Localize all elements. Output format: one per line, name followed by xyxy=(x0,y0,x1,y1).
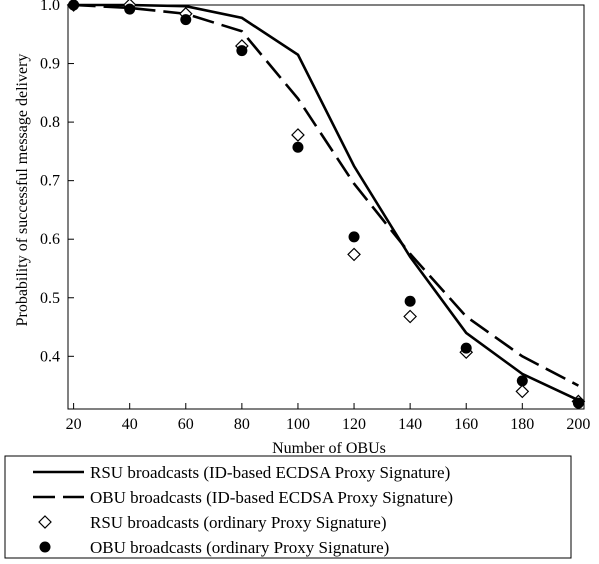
y-axis-label: Probability of successful message delive… xyxy=(14,54,31,327)
y-tick-label: 0.5 xyxy=(40,290,60,307)
circle-point xyxy=(292,141,304,153)
y-tick-label: 0.8 xyxy=(40,114,60,131)
x-tick-label: 20 xyxy=(66,416,82,433)
x-axis-ticks: 20 40 60 80 100 120 140 160 180 200 xyxy=(66,403,590,433)
diamond-point xyxy=(403,309,417,324)
legend-label: OBU broadcasts (ID-based ECDSA Proxy Sig… xyxy=(90,488,453,507)
x-tick-label: 40 xyxy=(122,416,138,433)
y-tick-label: 1.0 xyxy=(40,0,60,14)
legend-item: OBU broadcasts (ordinary Proxy Signature… xyxy=(39,538,389,557)
x-tick-label: 140 xyxy=(398,416,422,433)
x-tick-label: 80 xyxy=(234,416,250,433)
legend: RSU broadcasts (ID-based ECDSA Proxy Sig… xyxy=(33,463,453,557)
circle-point xyxy=(236,45,248,57)
series-layer xyxy=(66,0,586,409)
dashed-series-line xyxy=(73,3,580,387)
y-tick-label: 0.7 xyxy=(40,173,60,190)
y-tick-label: 0.9 xyxy=(40,56,60,73)
diamond-point xyxy=(515,384,530,399)
circle-point xyxy=(404,295,416,307)
solid-series-line xyxy=(73,3,579,402)
x-tick-label: 100 xyxy=(286,416,310,433)
circle-point xyxy=(124,3,136,15)
circle-point xyxy=(460,342,472,354)
legend-item: RSU broadcasts (ordinary Proxy Signature… xyxy=(38,513,387,532)
x-tick-label: 120 xyxy=(342,416,366,433)
circle-point xyxy=(572,397,584,409)
diamond-point xyxy=(291,128,305,142)
legend-label: RSU broadcasts (ordinary Proxy Signature… xyxy=(90,513,387,532)
series-4 xyxy=(68,0,584,409)
x-tick-label: 160 xyxy=(454,416,478,433)
y-tick-label: 0.6 xyxy=(40,231,60,248)
legend-item: OBU broadcasts (ID-based ECDSA Proxy Sig… xyxy=(33,488,453,507)
x-tick-label: 180 xyxy=(510,416,534,433)
circle-point xyxy=(68,0,80,11)
y-axis-ticks: 0.4 0.5 0.6 0.7 0.8 0.9 1.0 xyxy=(40,0,74,365)
legend-item: RSU broadcasts (ID-based ECDSA Proxy Sig… xyxy=(33,463,450,482)
x-axis-label: Number of OBUs xyxy=(272,440,386,457)
legend-label: OBU broadcasts (ordinary Proxy Signature… xyxy=(90,538,389,557)
circle-point xyxy=(516,375,528,387)
circle-point xyxy=(348,231,360,243)
y-tick-label: 0.4 xyxy=(40,348,60,365)
plot-area-frame xyxy=(67,4,585,410)
legend-circle-marker xyxy=(39,541,51,553)
series-1 xyxy=(73,3,579,402)
x-tick-label: 60 xyxy=(178,416,194,433)
x-tick-label: 200 xyxy=(566,416,590,433)
legend-label: RSU broadcasts (ID-based ECDSA Proxy Sig… xyxy=(90,463,450,482)
legend-diamond-marker xyxy=(38,515,52,529)
diamond-point xyxy=(347,247,361,262)
series-2 xyxy=(73,3,580,387)
legend-box xyxy=(4,455,572,559)
circle-point xyxy=(180,14,192,26)
